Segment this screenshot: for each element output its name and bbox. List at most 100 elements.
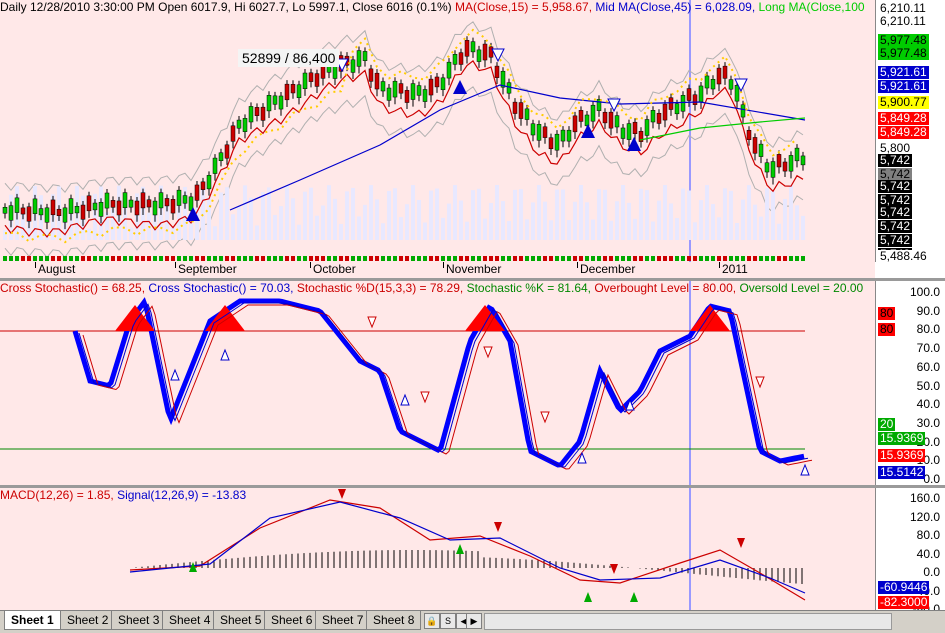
date-axis-label: October: [313, 262, 356, 276]
sheet-tab[interactable]: Sheet 5: [213, 611, 269, 630]
candle-body: [416, 85, 422, 96]
sheet-tab[interactable]: Sheet 3: [111, 611, 167, 630]
header-segment: Overbought Level = 80.00,: [594, 281, 737, 295]
candle-body: [20, 207, 26, 215]
horizontal-scrollbar[interactable]: [484, 613, 892, 630]
price-axis-label: 5,921.61: [878, 79, 929, 93]
volume-strip-cell: [105, 256, 109, 261]
stochastic-value-tag: 80: [878, 306, 896, 320]
date-axis-tick: [719, 262, 720, 268]
date-axis-label: September: [178, 262, 237, 276]
price-pane[interactable]: Daily 12/28/2010 3:30:00 PM Open 6017.9,…: [0, 0, 875, 262]
volume-strip-cell: [243, 256, 247, 261]
bollinger-bands: [4, 21, 804, 259]
candle-body: [386, 87, 392, 101]
volume-strip-cell: [669, 256, 673, 261]
overbought-fill: [205, 305, 245, 331]
volume-bar: [399, 217, 403, 240]
sheet-tab[interactable]: Sheet 2: [60, 611, 116, 630]
volume-strip-cell: [699, 256, 703, 261]
candle-body: [662, 103, 668, 121]
volume-strip-cell: [615, 256, 619, 261]
volume-strip-cell: [363, 256, 367, 261]
pane-separator[interactable]: [0, 278, 945, 281]
header-segment: MA(Close,15) = 5,958.67,: [454, 0, 593, 14]
volume-bar: [123, 196, 127, 240]
volume-strip-cell: [231, 256, 235, 261]
volume-bar: [585, 202, 589, 240]
volume-bar: [759, 216, 763, 240]
volume-strip-cell: [219, 256, 223, 261]
lock-icon[interactable]: 🔒: [424, 613, 440, 629]
volume-bar: [393, 188, 397, 240]
stochastic-pane[interactable]: Cross Stochastic() = 68.25, Cross Stocha…: [0, 281, 875, 485]
stochastic-axis-label: 60.0: [916, 359, 940, 374]
scroll-right-icon[interactable]: ▶: [466, 613, 482, 629]
sheet-tab[interactable]: Sheet 1: [4, 611, 61, 630]
volume-bar: [93, 193, 97, 240]
volume-bar: [459, 200, 463, 240]
volume-strip-cell: [483, 256, 487, 261]
candle-body: [140, 192, 146, 209]
sheet-tab[interactable]: Sheet 4: [162, 611, 218, 630]
candle-body: [128, 199, 134, 208]
volume-bar: [681, 188, 685, 240]
date-axis-label: November: [446, 262, 502, 276]
volume-bar: [405, 204, 409, 240]
macd-header: MACD(12,26) = 1.85, Signal(12,26,9) = -1…: [0, 488, 246, 502]
stochastic-axis-label: 0.0: [923, 472, 940, 485]
candle-body: [710, 78, 716, 90]
volume-strip-cell: [381, 256, 385, 261]
volume-strip-cell: [459, 256, 463, 261]
stochastic-k-band: [72, 297, 805, 468]
volume-strip-cell: [33, 256, 37, 261]
candle-body: [206, 175, 212, 190]
volume-bar: [411, 185, 415, 240]
volume-strip-cell: [393, 256, 397, 261]
sheet-tab[interactable]: Sheet 6: [264, 611, 320, 630]
candle-body: [554, 133, 560, 151]
volume-bar: [87, 228, 91, 240]
candle-body: [194, 184, 200, 201]
sell-arrow: [491, 48, 505, 63]
candle-body: [668, 97, 674, 110]
overbought-fill: [115, 305, 155, 331]
price-axis-label: 5,849.28: [878, 111, 929, 125]
volume-bar: [363, 204, 367, 240]
volume-strip-cell: [513, 256, 517, 261]
stochastic-value-tag: 15.5142: [878, 465, 926, 479]
volume-bar: [621, 185, 625, 240]
volume-strip-cell: [213, 256, 217, 261]
macd-lines: [129, 499, 806, 601]
price-axis-label: 6,210.11: [878, 1, 928, 15]
date-axis-tick: [310, 262, 311, 268]
macd-pane[interactable]: MACD(12,26) = 1.85, Signal(12,26,9) = -1…: [0, 488, 875, 610]
candle-body: [284, 83, 290, 101]
price-axis-label: 5,921.61: [878, 65, 929, 79]
candle-body: [314, 73, 320, 87]
volume-strip-cell: [663, 256, 667, 261]
volume-bar: [45, 229, 49, 240]
volume-strip-cell: [447, 256, 451, 261]
volume-strip-cell: [471, 256, 475, 261]
candle-body: [170, 199, 176, 214]
candle-body: [230, 125, 236, 142]
candle-body: [584, 114, 590, 127]
sheet-tab-bar: Sheet 1 Sheet 2 Sheet 3 Sheet 4 Sheet 5 Sheet…: [0, 610, 945, 633]
volume-strip-cell: [315, 256, 319, 261]
sheet-tab[interactable]: Sheet 8: [366, 611, 422, 630]
volume-bar: [201, 185, 205, 240]
volume-bar: [315, 215, 319, 240]
moving-averages: [4, 28, 806, 244]
volume-bar: [777, 223, 781, 240]
pane-separator[interactable]: [0, 485, 945, 488]
candle-body: [2, 206, 8, 214]
candle-body: [764, 162, 770, 173]
candle-body: [740, 104, 746, 118]
volume-bar: [183, 186, 187, 240]
sheet-tab[interactable]: Sheet 7: [315, 611, 371, 630]
header-segment: Oversold Level = 20.00: [739, 281, 864, 295]
s-icon[interactable]: S: [440, 613, 456, 629]
volume-bar: [543, 201, 547, 240]
volume-strip-cell: [645, 256, 649, 261]
